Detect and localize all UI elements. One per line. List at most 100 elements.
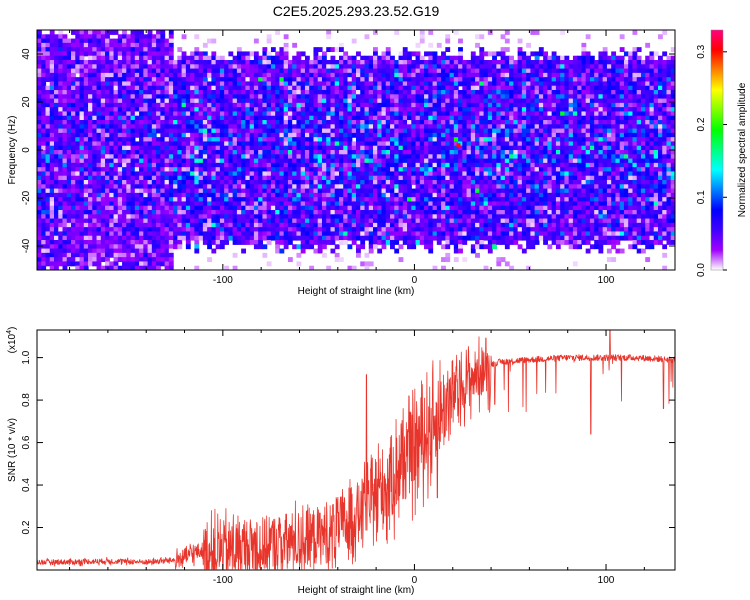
heatmap-cell	[347, 210, 353, 215]
heatmap-cell	[88, 60, 93, 65]
heatmap-cell	[351, 227, 357, 233]
heatmap-cell	[407, 184, 412, 190]
heatmap-cell	[309, 98, 315, 104]
heatmap-cell	[279, 124, 285, 130]
heatmap-cell	[75, 257, 81, 263]
heatmap-cell	[71, 214, 76, 220]
heatmap-cell	[117, 257, 123, 263]
heatmap-cell	[343, 205, 349, 211]
heatmap-cell	[139, 265, 144, 270]
heatmap-cell	[139, 167, 144, 173]
heatmap-cell	[122, 60, 127, 65]
heatmap-cell	[194, 162, 200, 168]
heatmap-cell	[75, 192, 81, 198]
heatmap-cell	[330, 111, 336, 117]
heatmap-cell	[364, 175, 370, 181]
heatmap-cell	[211, 192, 217, 198]
heatmap-cell	[105, 201, 110, 207]
heatmap-cell	[224, 214, 229, 220]
heatmap-cell	[88, 94, 93, 100]
heatmap-cell	[160, 210, 166, 215]
heatmap-cell	[117, 102, 123, 108]
heatmap-cell	[407, 115, 412, 121]
heatmap-cell	[283, 227, 289, 233]
heatmap-cell	[402, 175, 408, 181]
heatmap-cell	[224, 154, 229, 160]
heatmap-cell	[202, 188, 208, 194]
heatmap-cell	[75, 175, 81, 181]
heatmap-cell	[373, 244, 378, 250]
heatmap-cell	[292, 201, 298, 207]
heatmap-cell	[49, 107, 55, 113]
heatmap-cell	[168, 64, 174, 70]
heatmap-cell	[241, 231, 247, 237]
heatmap-cell	[279, 120, 285, 125]
heatmap-cell	[351, 111, 357, 117]
heatmap-cell	[330, 158, 336, 164]
heatmap-cell	[139, 85, 144, 91]
heatmap-cell	[432, 107, 438, 113]
heatmap-cell	[402, 111, 408, 117]
heatmap-cell	[49, 222, 55, 228]
heatmap-cell	[241, 55, 247, 61]
heatmap-cell	[198, 218, 204, 224]
heatmap-cell	[147, 128, 153, 134]
heatmap-cell	[147, 162, 153, 168]
heatmap-cell	[147, 252, 153, 258]
heatmap-cell	[105, 120, 110, 125]
heatmap-cell	[258, 64, 264, 70]
heatmap-cell	[177, 240, 183, 245]
heatmap-cell	[58, 124, 64, 130]
heatmap-cell	[347, 171, 353, 177]
heatmap-cell	[190, 158, 195, 164]
heatmap-cell	[185, 72, 191, 78]
heatmap-cell	[232, 81, 238, 87]
heatmap-cell	[377, 128, 383, 134]
heatmap-cell	[347, 222, 353, 228]
heatmap-cell	[351, 158, 357, 164]
heatmap-cell	[304, 98, 310, 104]
heatmap-cell	[83, 192, 89, 198]
heatmap-cell	[79, 265, 85, 270]
heatmap-cell	[202, 107, 208, 113]
heatmap-cell	[109, 55, 115, 61]
heatmap-cell	[79, 72, 85, 78]
heatmap-cell	[130, 30, 136, 35]
heatmap-cell	[151, 132, 157, 138]
heatmap-cell	[419, 94, 425, 100]
heatmap-cell	[143, 64, 149, 70]
heatmap-cell	[164, 171, 170, 177]
heatmap-cell	[249, 197, 255, 203]
heatmap-cell	[168, 42, 174, 48]
heatmap-cell	[168, 175, 174, 181]
heatmap-cell	[385, 145, 391, 151]
heatmap-cell	[424, 120, 429, 125]
heatmap-cell	[279, 141, 285, 147]
heatmap-cell	[453, 162, 459, 168]
heatmap-cell	[143, 128, 149, 134]
heatmap-cell	[415, 235, 421, 241]
heatmap-cell	[364, 158, 370, 164]
heatmap-cell	[436, 98, 442, 104]
heatmap-cell	[49, 167, 55, 173]
heatmap-cell	[143, 47, 149, 53]
heatmap-cell	[224, 240, 229, 245]
heatmap-cell	[207, 72, 212, 78]
heatmap-cell	[173, 128, 178, 134]
heatmap-cell	[232, 137, 238, 143]
heatmap-cell	[449, 197, 455, 203]
heatmap-cell	[424, 94, 429, 100]
heatmap-cell	[215, 197, 221, 203]
heatmap-cell	[432, 201, 438, 207]
heatmap-cell	[249, 98, 255, 104]
heatmap-cell	[424, 205, 429, 211]
heatmap-cell	[143, 107, 149, 113]
heatmap-cell	[441, 68, 446, 74]
heatmap-cell	[177, 150, 183, 155]
heatmap-cell	[41, 197, 47, 203]
heatmap-cell	[54, 201, 59, 207]
heatmap-cell	[219, 235, 225, 241]
heatmap-cell	[385, 205, 391, 211]
heatmap-cell	[134, 150, 140, 155]
heatmap-cell	[105, 102, 110, 108]
